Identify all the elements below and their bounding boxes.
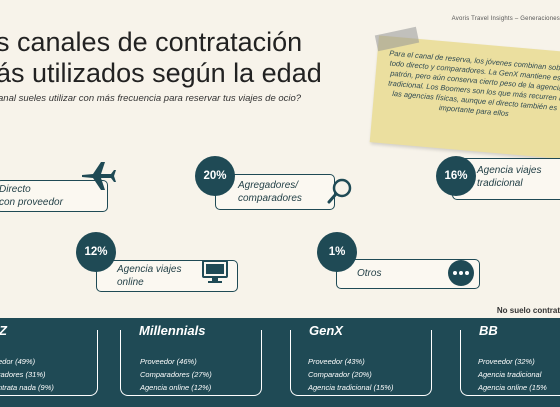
generation-item: Proveedor (46%)	[140, 357, 197, 366]
sticky-note-text: Para el canal de reserva, los jóvenes co…	[387, 48, 560, 119]
channel-label-agregadores-l2: comparadores	[238, 193, 302, 204]
generation-item: Agencia online (15%	[478, 383, 547, 392]
channel-card-agregadores: Agregadores/ comparadores	[215, 174, 335, 210]
generation-item: edor (49%)	[0, 357, 36, 366]
magnifier-icon	[325, 176, 355, 206]
generation-genx-box	[290, 330, 432, 396]
generation-genx-title: GenX	[306, 323, 346, 338]
generation-bb-title: BB	[476, 323, 501, 338]
generations-panel: Z edor (49%) radores (31%) ntrata nada (…	[0, 318, 560, 407]
generation-item: Comparador (20%)	[308, 370, 372, 379]
channel-label-agregadores-l1: Agregadores/	[238, 180, 299, 191]
generation-bb-items: Proveedor (32%) Agencia tradicional Agen…	[478, 355, 547, 394]
channel-percent-otros: 1%	[317, 232, 357, 272]
channel-label-directo-l1: Directo	[0, 184, 31, 195]
generation-bb-box	[460, 330, 560, 396]
page-title-line1: s canales de contratación	[0, 27, 303, 57]
generation-millennials-box	[120, 330, 262, 396]
monitor-icon	[200, 258, 230, 286]
generation-item: radores (31%)	[0, 370, 46, 379]
channel-percent-agencia-online: 12%	[76, 232, 116, 272]
generation-item: Comparadores (27%)	[140, 370, 212, 379]
channel-percent-agencia-tradicional: 16%	[436, 156, 476, 196]
generation-item: Agencia online (12%)	[140, 383, 212, 392]
generation-item: Agencia tradicional (15%)	[308, 383, 394, 392]
more-dots-icon	[446, 258, 476, 288]
brand-label: Avoris Travel Insights – Generaciones	[451, 16, 560, 22]
footnote-label: No suelo contrat	[496, 306, 560, 315]
generation-z-title: Z	[0, 323, 7, 338]
channel-label-agencia-online-l2: online	[117, 277, 144, 288]
channel-label-directo-l2: con proveedor	[0, 197, 63, 208]
airplane-icon	[76, 150, 120, 194]
generation-genx-items: Proveedor (43%) Comparador (20%) Agencia…	[308, 355, 393, 394]
channel-card-directo: Directo con proveedor	[0, 180, 108, 212]
generation-millennials-items: Proveedor (46%) Comparadores (27%) Agenc…	[140, 355, 212, 394]
channel-label-agencia-tradicional-l1: Agencia viajes	[477, 165, 542, 176]
channel-label-agencia-online-l1: Agencia viajes	[117, 264, 182, 275]
generation-z-box	[0, 330, 98, 396]
sticky-note: Para el canal de reserva, los jóvenes co…	[369, 35, 560, 160]
generation-z-items: edor (49%) radores (31%) ntrata nada (9%…	[0, 355, 54, 394]
generation-item: ntrata nada (9%)	[0, 383, 54, 392]
generation-item: Agencia tradicional	[478, 370, 542, 379]
generation-millennials-title: Millennials	[136, 323, 209, 338]
generation-item: Proveedor (32%)	[478, 357, 535, 366]
channel-percent-agregadores: 20%	[195, 156, 235, 196]
channel-label-otros: Otros	[357, 268, 382, 279]
channel-label-agencia-tradicional-l2: tradicional	[477, 178, 523, 189]
generation-item: Proveedor (43%)	[308, 357, 365, 366]
page-title-line2: ás utilizados según la edad	[0, 58, 322, 88]
page-subtitle: anal sueles utilizar con más frecuencia …	[0, 93, 302, 104]
